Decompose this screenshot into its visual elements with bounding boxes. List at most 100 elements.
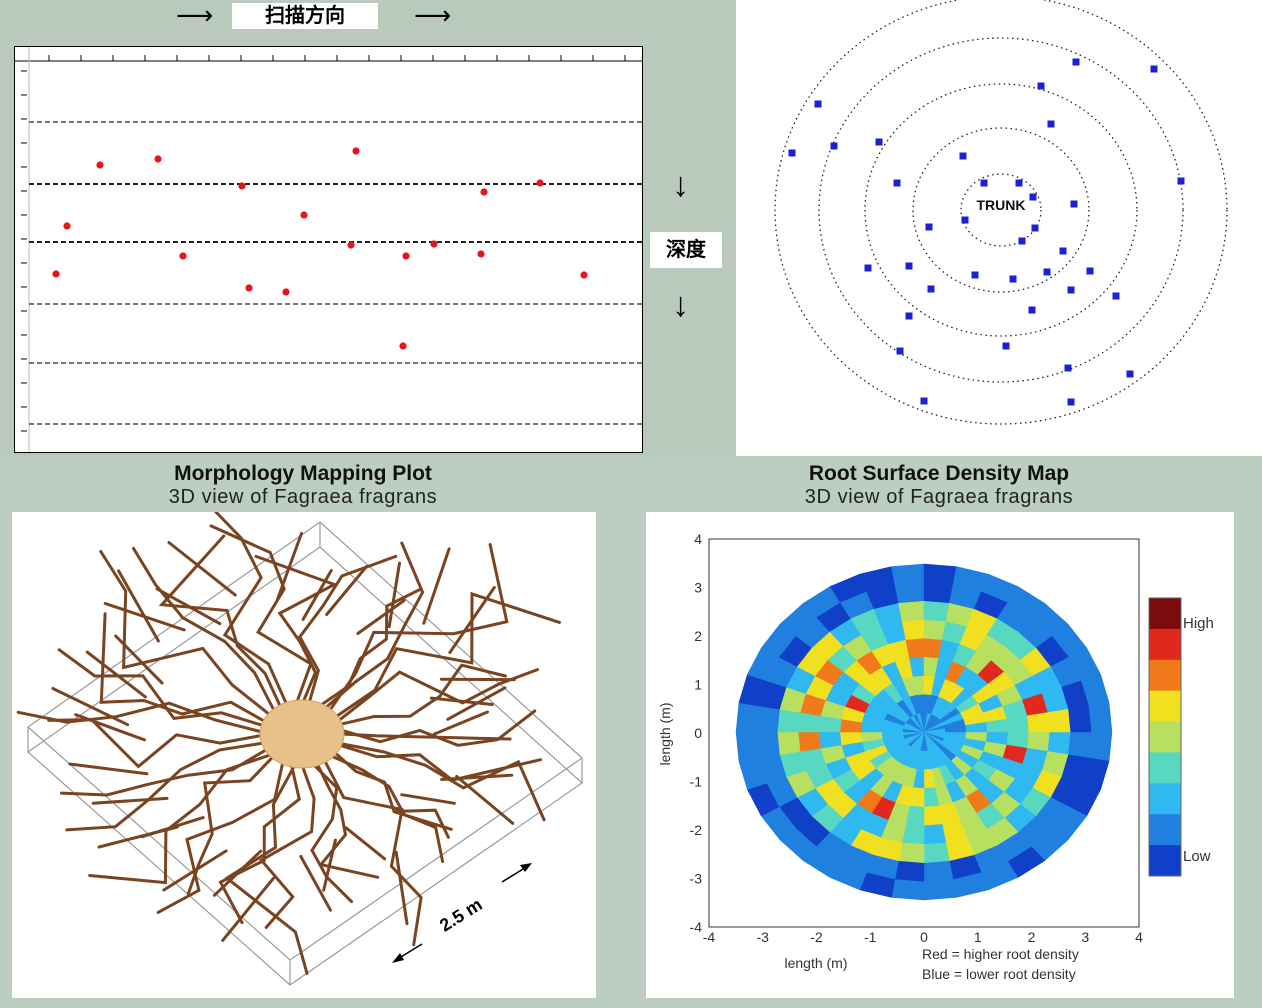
root-point	[1018, 237, 1026, 245]
root-subbranch	[299, 854, 332, 912]
root-point	[896, 347, 904, 355]
root-point	[905, 262, 913, 270]
root-subbranch	[117, 569, 160, 643]
root-subbranch	[91, 796, 169, 805]
x-tick-label: 4	[1135, 929, 1143, 945]
root-point	[1037, 82, 1045, 90]
root-branch	[332, 750, 450, 839]
root-detection-dot	[480, 188, 488, 196]
root-point	[1177, 177, 1185, 185]
root-branch	[156, 759, 285, 914]
ring	[864, 83, 1138, 337]
density-cell	[894, 582, 925, 604]
density-cell	[898, 601, 925, 622]
root-branch	[338, 742, 546, 822]
root-points	[788, 58, 1185, 406]
root-point	[830, 142, 838, 150]
root-subbranch	[322, 838, 337, 892]
root-branch	[298, 554, 398, 706]
density-title: Root Surface Density Map	[808, 462, 1070, 485]
root-point	[959, 152, 967, 160]
y-tick-labels: 4 3 2 1 0 -1 -2 -3 -4	[690, 531, 703, 935]
note-red: Red = higher root density	[922, 946, 1079, 962]
root-branch	[99, 550, 273, 717]
root-detection-dot	[399, 342, 407, 350]
root-point	[1015, 179, 1023, 187]
root-branch	[65, 741, 266, 832]
root-detection-dot	[580, 271, 588, 279]
ring	[818, 37, 1184, 383]
root-point	[1043, 268, 1051, 276]
density-cell	[1067, 705, 1092, 733]
root-subbranch	[212, 849, 263, 897]
polar-ring-svg: TRUNK	[774, 0, 1228, 425]
root-point	[1031, 224, 1039, 232]
root-branch	[209, 524, 313, 706]
root-branch	[337, 743, 543, 782]
root-branch	[340, 709, 537, 747]
trunk-label: TRUNK	[977, 197, 1026, 213]
root-subbranch	[167, 541, 237, 597]
root-subbranch	[448, 586, 496, 654]
density-cell	[923, 842, 950, 863]
colorbar-segment	[1149, 628, 1181, 661]
root-branch	[314, 760, 380, 879]
density-cell	[756, 731, 781, 759]
root-subbranch	[400, 793, 456, 805]
y-tick-label: 2	[694, 628, 702, 644]
morphology-subtitle: 3D view of Fagraea fragrans	[168, 486, 438, 508]
density-cell	[923, 860, 954, 882]
root-subbranch	[97, 825, 179, 849]
scan-panel: ⟶ 扫描方向 ⟶ ↓ 深度 ↓	[0, 0, 736, 456]
root-branch	[322, 541, 425, 711]
x-tick-labels: -4 -3 -2 -1 0 1 2 3 4	[703, 929, 1143, 945]
root-point	[1002, 342, 1010, 350]
root-subbranch	[393, 810, 453, 831]
density-cell	[901, 619, 925, 641]
root-detection-dot	[300, 211, 308, 219]
colorbar	[1148, 597, 1182, 877]
y-tick-label: -4	[690, 919, 703, 935]
density-plot: -4 -3 -2 -1 0 1 2 3 4 4 3 2 1 0 -1 -2 -3 -4 length (m) l…	[646, 512, 1234, 998]
root-branch	[259, 762, 316, 929]
colorbar-high-label: High	[1183, 615, 1214, 632]
x-tick-label: -1	[864, 929, 877, 945]
morphology-plot: 2.5 m	[12, 500, 596, 998]
root-detection-dot	[154, 155, 162, 163]
density-cell	[735, 702, 760, 733]
scale-indicator: 2.5 m	[392, 863, 532, 963]
root-branch	[57, 648, 266, 728]
root-branch	[336, 668, 539, 723]
root-subbranch	[301, 569, 333, 621]
density-cell	[1088, 702, 1113, 733]
root-branches	[16, 500, 561, 975]
density-cell	[1026, 712, 1050, 733]
soil-box	[27, 521, 583, 986]
root-point	[980, 179, 988, 187]
root-detection-dot	[352, 147, 360, 155]
x-tick-label: -3	[757, 929, 770, 945]
colorbar-segment	[1149, 598, 1181, 630]
root-detection-dot	[63, 222, 71, 230]
x-tick-label: 3	[1081, 929, 1089, 945]
density-cell	[777, 731, 801, 755]
root-branch	[205, 500, 289, 708]
x-tick-label: -2	[810, 929, 823, 945]
depth-arrow-top: ↓	[672, 166, 689, 204]
root-point	[971, 271, 979, 279]
density-cell	[898, 842, 925, 863]
root-point	[875, 138, 883, 146]
root-detection-dot	[245, 284, 253, 292]
root-subbranch	[433, 710, 489, 736]
root-branch	[310, 761, 353, 904]
root-point	[1028, 306, 1036, 314]
root-subbranch	[276, 531, 303, 601]
polar-ring-panel: TRUNK	[736, 0, 1262, 456]
scan-arrow-left: ⟶	[176, 0, 214, 30]
root-branch	[328, 753, 445, 863]
root-point	[925, 223, 933, 231]
ring	[774, 0, 1228, 425]
ring	[912, 127, 1090, 293]
root-detection-dot	[52, 270, 60, 278]
root-detection-dot	[238, 182, 246, 190]
